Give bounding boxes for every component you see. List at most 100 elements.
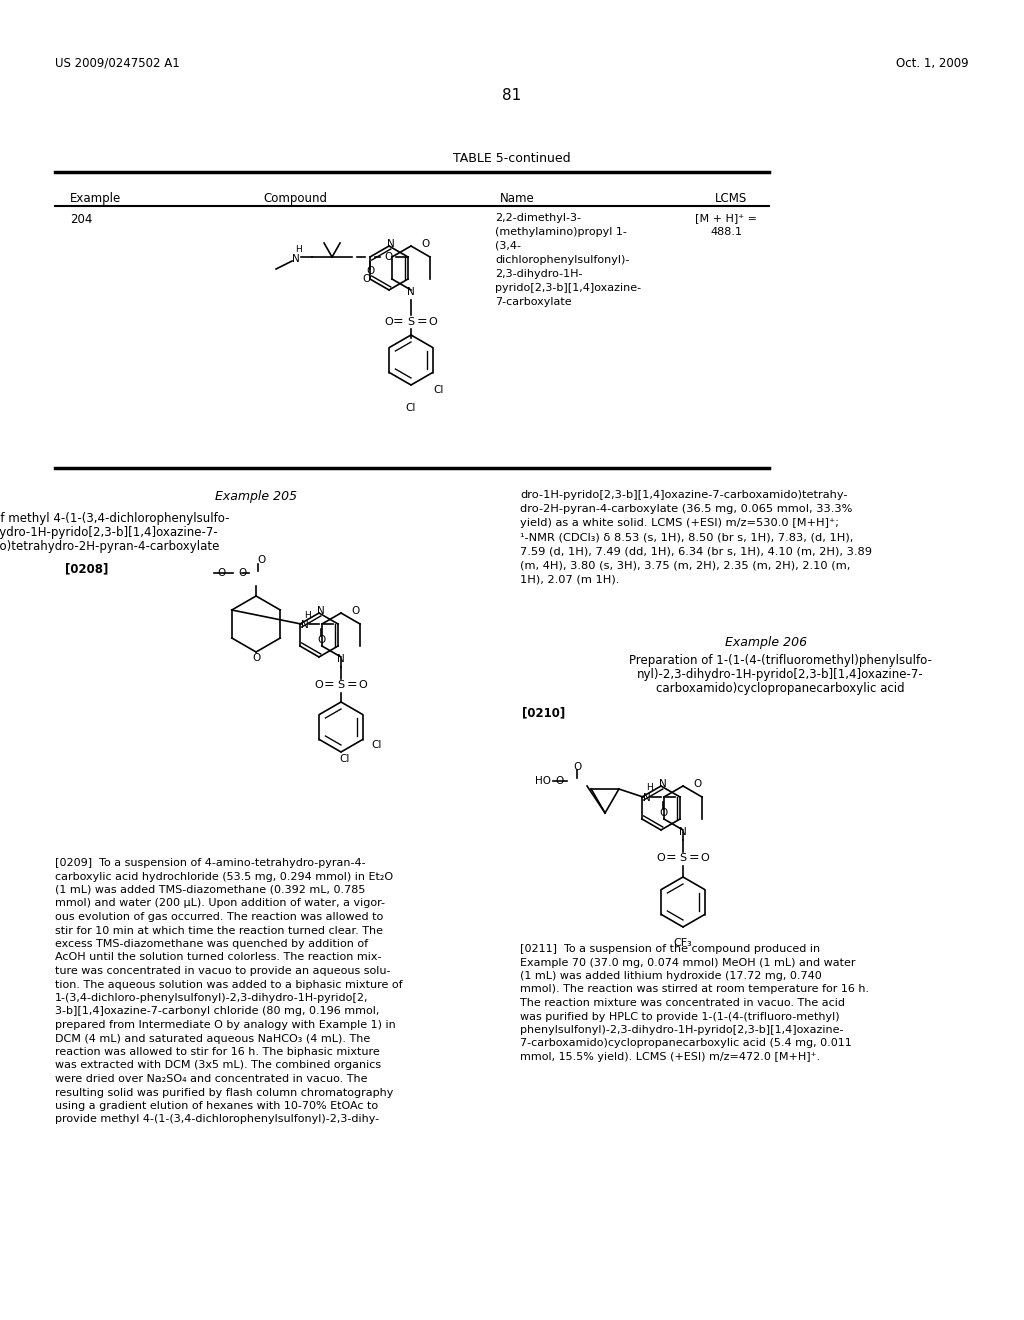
Text: mmol) and water (200 μL). Upon addition of water, a vigor-: mmol) and water (200 μL). Upon addition … [55,899,385,908]
Text: were dried over Na₂SO₄ and concentrated in vacuo. The: were dried over Na₂SO₄ and concentrated … [55,1074,368,1084]
Text: O: O [358,680,368,690]
Text: ¹-NMR (CDCl₃) δ 8.53 (s, 1H), 8.50 (br s, 1H), 7.83, (d, 1H),: ¹-NMR (CDCl₃) δ 8.53 (s, 1H), 8.50 (br s… [520,532,853,543]
Text: nyl)-2,3-dihydro-1H-pyrido[2,3-b][1,4]oxazine-7-: nyl)-2,3-dihydro-1H-pyrido[2,3-b][1,4]ox… [0,525,218,539]
Text: =: = [689,851,699,865]
Text: 7.59 (d, 1H), 7.49 (dd, 1H), 6.34 (br s, 1H), 4.10 (m, 2H), 3.89: 7.59 (d, 1H), 7.49 (dd, 1H), 6.34 (br s,… [520,546,872,556]
Text: US 2009/0247502 A1: US 2009/0247502 A1 [55,57,180,70]
Text: LCMS: LCMS [715,191,748,205]
Text: Preparation of methyl 4-(1-(3,4-dichlorophenylsulfo-: Preparation of methyl 4-(1-(3,4-dichloro… [0,512,229,525]
Text: (1 mL) was added lithium hydroxide (17.72 mg, 0.740: (1 mL) was added lithium hydroxide (17.7… [520,972,821,981]
Text: TABLE 5-continued: TABLE 5-continued [454,152,570,165]
Text: O: O [314,680,324,690]
Text: O: O [257,554,265,565]
Text: nyl)-2,3-dihydro-1H-pyrido[2,3-b][1,4]oxazine-7-: nyl)-2,3-dihydro-1H-pyrido[2,3-b][1,4]ox… [637,668,924,681]
Text: S: S [680,853,686,863]
Text: carboxylic acid hydrochloride (53.5 mg, 0.294 mmol) in Et₂O: carboxylic acid hydrochloride (53.5 mg, … [55,871,393,882]
Text: HO: HO [536,776,551,785]
Text: was extracted with DCM (3x5 mL). The combined organics: was extracted with DCM (3x5 mL). The com… [55,1060,381,1071]
Text: 81: 81 [503,88,521,103]
Text: =: = [392,315,403,329]
Text: CF₃: CF₃ [674,939,692,948]
Text: mmol, 15.5% yield). LCMS (+ESI) m/z=472.0 [M+H]⁺.: mmol, 15.5% yield). LCMS (+ESI) m/z=472.… [520,1052,820,1063]
Text: Cl: Cl [406,403,416,413]
Text: [0210]: [0210] [522,706,565,719]
Text: mmol). The reaction was stirred at room temperature for 16 h.: mmol). The reaction was stirred at room … [520,985,869,994]
Text: [M + H]⁺ =: [M + H]⁺ = [695,213,757,223]
Text: was purified by HPLC to provide 1-(1-(4-(trifluoro-methyl): was purified by HPLC to provide 1-(1-(4-… [520,1011,840,1022]
Text: N: N [337,653,345,664]
Text: 488.1: 488.1 [710,227,742,238]
Text: resulting solid was purified by flash column chromatography: resulting solid was purified by flash co… [55,1088,393,1097]
Text: O: O [429,317,437,327]
Text: O: O [572,762,582,772]
Text: (m, 4H), 3.80 (s, 3H), 3.75 (m, 2H), 2.35 (m, 2H), 2.10 (m,: (m, 4H), 3.80 (s, 3H), 3.75 (m, 2H), 2.3… [520,560,850,570]
Text: tion. The aqueous solution was added to a biphasic mixture of: tion. The aqueous solution was added to … [55,979,402,990]
Text: =: = [347,678,357,692]
Text: Example 206: Example 206 [725,636,807,649]
Text: stir for 10 min at which time the reaction turned clear. The: stir for 10 min at which time the reacti… [55,925,383,936]
Text: O: O [366,267,374,276]
Text: phenylsulfonyl)-2,3-dihydro-1H-pyrido[2,3-b][1,4]oxazine-: phenylsulfonyl)-2,3-dihydro-1H-pyrido[2,… [520,1026,844,1035]
Text: prepared from Intermediate O by analogy with Example 1) in: prepared from Intermediate O by analogy … [55,1020,395,1030]
Text: O: O [316,635,326,645]
Text: Cl: Cl [340,754,350,764]
Text: H: H [295,244,301,253]
Text: O: O [555,776,563,785]
Text: The reaction mixture was concentrated in vacuo. The acid: The reaction mixture was concentrated in… [520,998,845,1008]
Text: (1 mL) was added TMS-diazomethane (0.392 mL, 0.785: (1 mL) was added TMS-diazomethane (0.392… [55,884,366,895]
Text: using a gradient elution of hexanes with 10-70% EtOAc to: using a gradient elution of hexanes with… [55,1101,378,1111]
Text: =: = [417,315,427,329]
Text: N: N [292,253,300,264]
Text: dichlorophenylsulfonyl)-: dichlorophenylsulfonyl)- [495,255,630,265]
Text: 3-b][1,4]oxazine-7-carbonyl chloride (80 mg, 0.196 mmol,: 3-b][1,4]oxazine-7-carbonyl chloride (80… [55,1006,379,1016]
Text: O: O [252,653,260,663]
Text: dro-1H-pyrido[2,3-b][1,4]oxazine-7-carboxamido)tetrahy-: dro-1H-pyrido[2,3-b][1,4]oxazine-7-carbo… [520,490,848,500]
Text: H: H [646,784,652,792]
Text: 2,3-dihydro-1H-: 2,3-dihydro-1H- [495,269,583,279]
Text: 1-(3,4-dichloro-phenylsulfonyl)-2,3-dihydro-1H-pyrido[2,: 1-(3,4-dichloro-phenylsulfonyl)-2,3-dihy… [55,993,369,1003]
Text: 204: 204 [70,213,92,226]
Text: yield) as a white solid. LCMS (+ESI) m/z=530.0 [M+H]⁺;: yield) as a white solid. LCMS (+ESI) m/z… [520,517,839,528]
Text: reaction was allowed to stir for 16 h. The biphasic mixture: reaction was allowed to stir for 16 h. T… [55,1047,380,1057]
Text: Oct. 1, 2009: Oct. 1, 2009 [896,57,969,70]
Text: Example: Example [70,191,121,205]
Text: (methylamino)propyl 1-: (methylamino)propyl 1- [495,227,627,238]
Text: Cl: Cl [433,385,443,395]
Text: N: N [408,286,415,297]
Text: N: N [387,239,395,249]
Text: O: O [658,808,668,818]
Text: ture was concentrated in vacuo to provide an aqueous solu-: ture was concentrated in vacuo to provid… [55,966,390,975]
Text: S: S [408,317,415,327]
Text: pyrido[2,3-b][1,4]oxazine-: pyrido[2,3-b][1,4]oxazine- [495,282,641,293]
Text: dro-2H-pyran-4-carboxylate (36.5 mg, 0.065 mmol, 33.3%: dro-2H-pyran-4-carboxylate (36.5 mg, 0.0… [520,504,852,513]
Text: Cl: Cl [371,741,381,750]
Text: =: = [324,678,334,692]
Text: carboxamido)tetrahydro-2H-pyran-4-carboxylate: carboxamido)tetrahydro-2H-pyran-4-carbox… [0,540,220,553]
Text: O: O [361,275,371,284]
Text: O: O [217,568,225,578]
Text: O: O [385,317,393,327]
Text: N: N [679,828,687,837]
Text: [0208]: [0208] [65,562,109,576]
Text: Example 205: Example 205 [215,490,297,503]
Text: O: O [384,252,392,261]
Text: provide methyl 4-(1-(3,4-dichlorophenylsulfonyl)-2,3-dihy-: provide methyl 4-(1-(3,4-dichlorophenyls… [55,1114,379,1125]
Text: carboxamido)cyclopropanecarboxylic acid: carboxamido)cyclopropanecarboxylic acid [655,682,904,696]
Text: O: O [693,779,701,789]
Text: O: O [656,853,666,863]
Text: O: O [421,239,429,249]
Text: N: N [317,606,325,616]
Text: [0211]  To a suspension of the compound produced in: [0211] To a suspension of the compound p… [520,944,820,954]
Text: 2,2-dimethyl-3-: 2,2-dimethyl-3- [495,213,581,223]
Text: Preparation of 1-(1-(4-(trifluoromethyl)phenylsulfo-: Preparation of 1-(1-(4-(trifluoromethyl)… [629,653,932,667]
Text: O: O [700,853,710,863]
Text: O: O [351,606,359,616]
Text: excess TMS-diazomethane was quenched by addition of: excess TMS-diazomethane was quenched by … [55,939,368,949]
Text: N: N [643,793,651,803]
Text: Compound: Compound [263,191,327,205]
Text: S: S [338,680,344,690]
Text: AcOH until the solution turned colorless. The reaction mix-: AcOH until the solution turned colorless… [55,953,382,962]
Text: DCM (4 mL) and saturated aqueous NaHCO₃ (4 mL). The: DCM (4 mL) and saturated aqueous NaHCO₃ … [55,1034,371,1044]
Text: O: O [238,568,246,578]
Text: 7-carboxamido)cyclopropanecarboxylic acid (5.4 mg, 0.011: 7-carboxamido)cyclopropanecarboxylic aci… [520,1039,852,1048]
